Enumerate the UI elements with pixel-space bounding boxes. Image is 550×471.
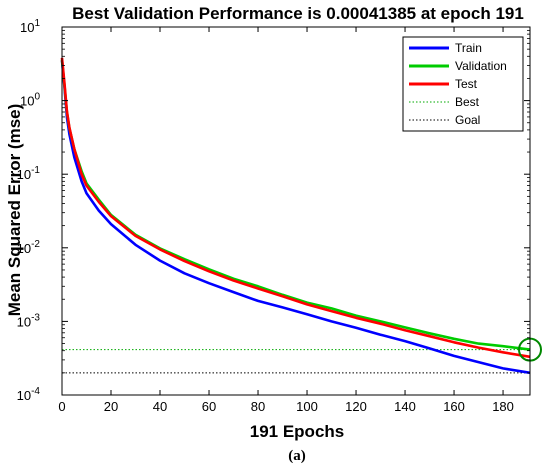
x-tick-label: 0 bbox=[58, 399, 65, 414]
x-tick-label: 100 bbox=[296, 399, 318, 414]
x-axis-label: 191 Epochs bbox=[250, 422, 345, 441]
x-tick-label: 160 bbox=[443, 399, 465, 414]
x-tick-label: 40 bbox=[153, 399, 167, 414]
x-tick-label: 120 bbox=[345, 399, 367, 414]
series-line-test bbox=[60, 57, 531, 359]
legend-label-train: Train bbox=[455, 41, 482, 55]
legend: Train Validation Test Best Goal bbox=[402, 36, 524, 132]
y-tick-label: 100 bbox=[20, 92, 40, 109]
x-tick-label: 80 bbox=[251, 399, 265, 414]
y-tick-label: 101 bbox=[20, 18, 40, 35]
chart-title: Best Validation Performance is 0.0004138… bbox=[72, 4, 524, 23]
x-tick-label: 180 bbox=[492, 399, 514, 414]
legend-label-best: Best bbox=[455, 95, 480, 109]
legend-label-goal: Goal bbox=[455, 113, 480, 127]
y-tick-label: 10-2 bbox=[17, 239, 41, 256]
plot-area: 0 20 40 60 80 100 120 140 160 180 101 100 10-1 10-2 10… bbox=[17, 18, 542, 414]
x-tick-label: 140 bbox=[394, 399, 416, 414]
legend-label-test: Test bbox=[455, 77, 478, 91]
y-axis-label: Mean Squared Error (mse) bbox=[5, 104, 24, 317]
y-tick-label: 10-3 bbox=[17, 312, 41, 329]
legend-label-validation: Validation bbox=[455, 59, 507, 73]
y-tick-label: 10-4 bbox=[17, 386, 41, 403]
x-tick-label: 20 bbox=[104, 399, 118, 414]
series-line-train bbox=[60, 60, 531, 375]
y-tick-label: 10-1 bbox=[17, 165, 41, 182]
axes-box bbox=[61, 26, 531, 396]
x-tick-label: 60 bbox=[202, 399, 216, 414]
figure-caption: (a) bbox=[288, 448, 306, 464]
